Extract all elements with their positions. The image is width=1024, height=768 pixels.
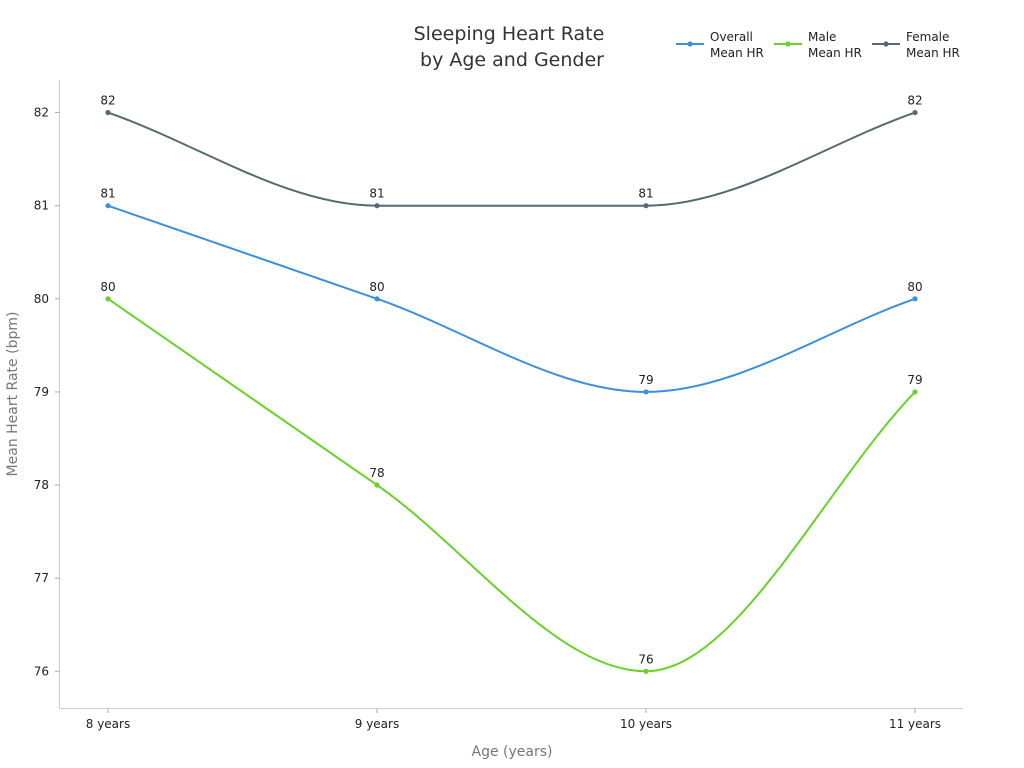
- data-label: 80: [907, 280, 922, 294]
- legend-label-line: Mean HR: [808, 46, 862, 60]
- series-line: [107, 204, 916, 393]
- data-point[interactable]: [374, 296, 380, 302]
- series-line: [107, 111, 916, 207]
- legend-label: Male Mean HR: [808, 30, 862, 60]
- chart-title: Sleeping Heart Rate by Age and Gender: [414, 23, 611, 71]
- series-2: 82 81 81 82: [100, 94, 923, 209]
- y-tick-label: 81: [34, 199, 49, 213]
- legend-item[interactable]: Male Mean HR: [774, 30, 862, 60]
- data-point[interactable]: [105, 109, 111, 116]
- legend-swatch-marker: [785, 41, 791, 47]
- data-point[interactable]: [912, 296, 918, 302]
- series-0: 81 80 79 80: [100, 187, 923, 395]
- y-tick-label: 79: [34, 385, 49, 399]
- data-label: 76: [638, 652, 653, 666]
- legend: Overall Mean HR Male Mean HR Female Mean HR: [676, 30, 960, 60]
- x-axis-title: Age (years): [472, 744, 553, 760]
- x-tick-label: 10 years: [620, 717, 672, 731]
- legend-label-line: Mean HR: [710, 46, 764, 60]
- data-point[interactable]: [643, 203, 649, 209]
- data-label: 80: [369, 280, 384, 294]
- chart-title-line-1: Sleeping Heart Rate: [414, 23, 605, 45]
- series-layer: 81 80 79 80 80 78 76 79 82 81 81 82: [100, 94, 923, 674]
- legend-label: Female Mean HR: [906, 30, 960, 60]
- data-point[interactable]: [374, 203, 380, 209]
- y-tick-label: 80: [34, 292, 49, 306]
- series-line: [107, 297, 916, 673]
- data-point[interactable]: [643, 389, 649, 395]
- data-label: 82: [907, 94, 922, 108]
- chart-title-line-2: by Age and Gender: [420, 49, 604, 71]
- data-point[interactable]: [105, 296, 111, 302]
- legend-label-line: Mean HR: [906, 46, 960, 60]
- data-label: 81: [100, 187, 115, 201]
- data-label: 80: [100, 280, 115, 294]
- legend-label: Overall Mean HR: [710, 30, 764, 60]
- data-point[interactable]: [374, 482, 380, 488]
- y-axis-title: Mean Heart Rate (bpm): [5, 312, 21, 477]
- data-point[interactable]: [105, 203, 111, 209]
- legend-label-line: Female: [906, 30, 949, 44]
- legend-item[interactable]: Overall Mean HR: [676, 30, 764, 60]
- x-tick-label: 9 years: [355, 717, 399, 731]
- legend-swatch-marker: [687, 41, 693, 47]
- data-label: 81: [638, 187, 653, 201]
- y-tick-label: 77: [34, 571, 49, 585]
- y-axis-ticks: 76 77 78 79 80 81 82: [34, 106, 60, 678]
- legend-swatch-marker: [883, 41, 889, 47]
- data-point[interactable]: [912, 109, 918, 116]
- data-label: 81: [369, 187, 384, 201]
- y-tick-label: 78: [34, 478, 49, 492]
- legend-label-line: Male: [808, 30, 836, 44]
- y-tick-label: 82: [34, 106, 49, 120]
- y-tick-label: 76: [34, 664, 49, 678]
- series-1: 80 78 76 79: [100, 280, 923, 674]
- data-point[interactable]: [912, 389, 918, 395]
- legend-item[interactable]: Female Mean HR: [872, 30, 960, 60]
- data-label: 82: [100, 94, 115, 108]
- x-axis-ticks: 8 years 9 years 10 years 11 years: [86, 708, 941, 731]
- data-point[interactable]: [643, 668, 649, 674]
- data-label: 79: [638, 373, 653, 387]
- legend-label-line: Overall: [710, 30, 753, 44]
- x-tick-label: 11 years: [889, 717, 941, 731]
- data-label: 79: [907, 373, 922, 387]
- data-label: 78: [369, 466, 384, 480]
- x-tick-label: 8 years: [86, 717, 130, 731]
